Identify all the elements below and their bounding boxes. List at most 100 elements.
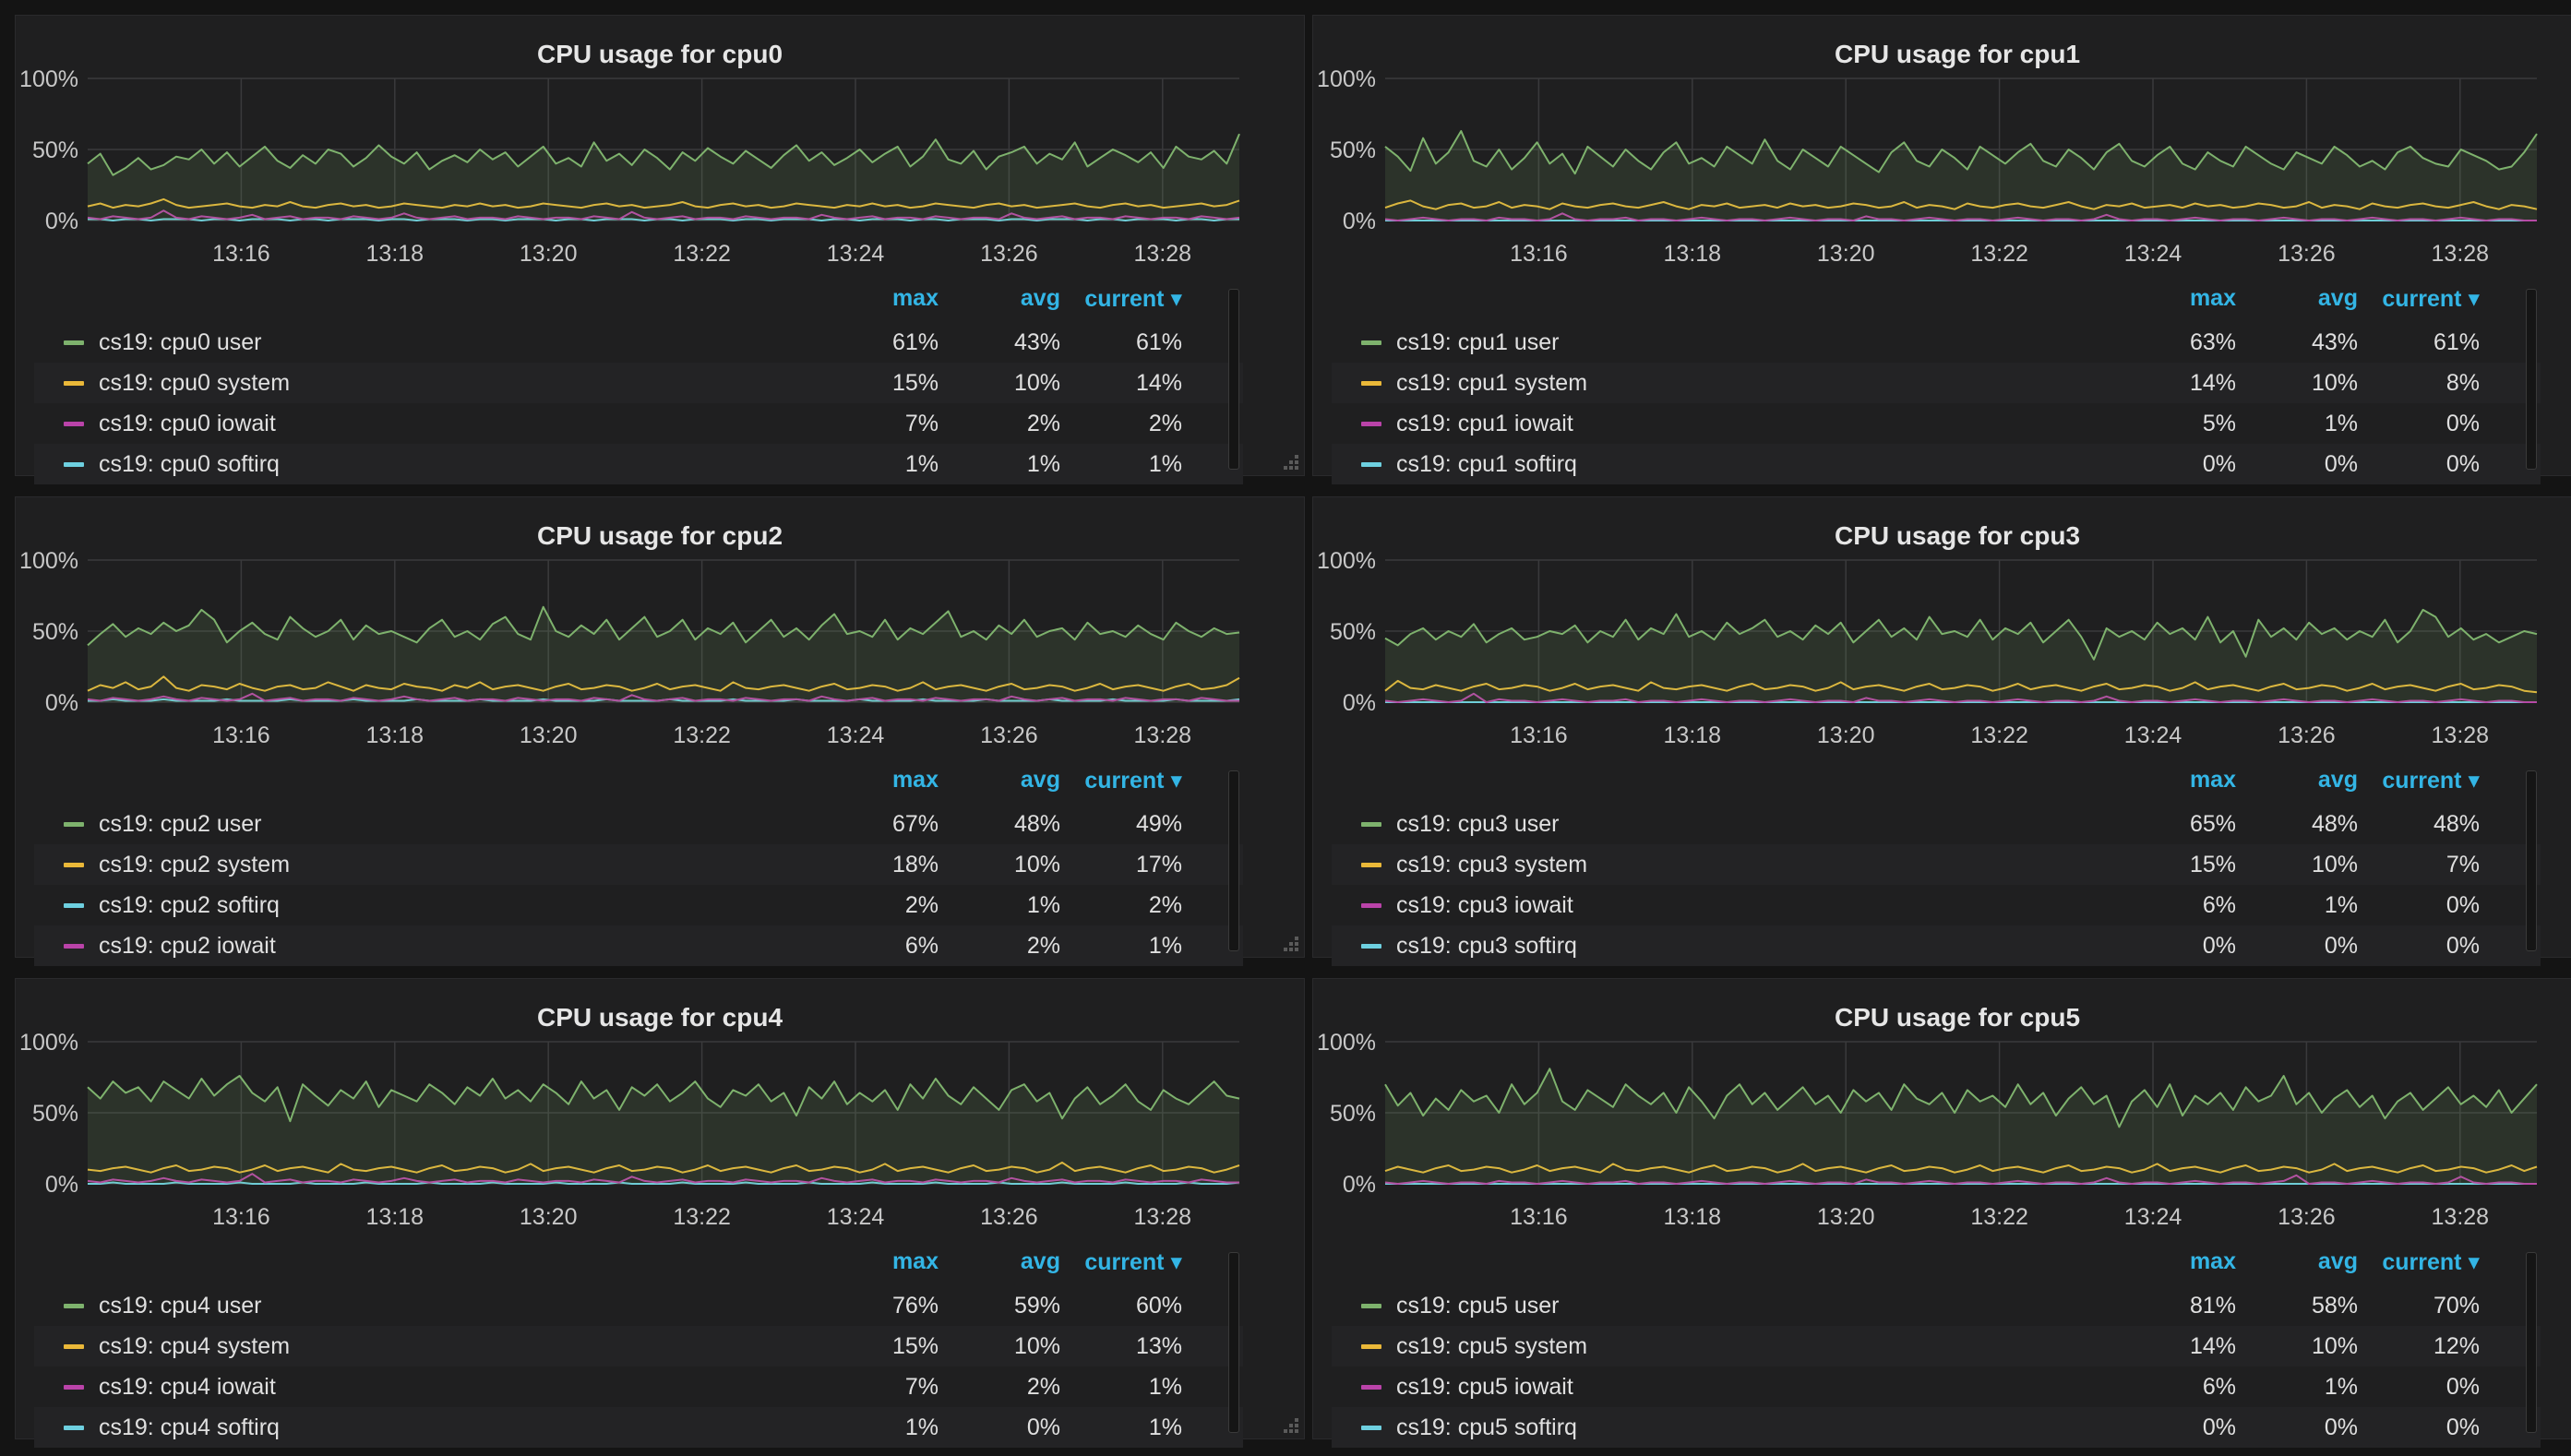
series-name[interactable]: cs19: cpu3 softirq bbox=[1396, 933, 1577, 959]
legend-scrollbar[interactable] bbox=[2526, 1252, 2537, 1433]
series-line-user[interactable] bbox=[1384, 130, 2538, 175]
cpu-usage-chart[interactable]: 100% 50% 0% 13:16 13:18 13:20 13:22 13:24 13:26 1… bbox=[16, 979, 1306, 1248]
series-line-user[interactable] bbox=[87, 1075, 1240, 1123]
series-line-system[interactable] bbox=[1384, 679, 2538, 694]
legend-row[interactable]: cs19: cpu0 system 15% 10% 14% bbox=[34, 363, 1243, 403]
legend-header-max[interactable]: max bbox=[2189, 767, 2236, 793]
legend-scrollbar[interactable] bbox=[1228, 289, 1239, 470]
legend-header-avg[interactable]: avg bbox=[2317, 767, 2358, 793]
series-line-iowait[interactable] bbox=[87, 209, 1240, 221]
series-name[interactable]: cs19: cpu1 softirq bbox=[1396, 451, 1577, 477]
series-name[interactable]: cs19: cpu0 softirq bbox=[99, 451, 280, 477]
series-name[interactable]: cs19: cpu0 system bbox=[99, 370, 291, 396]
cpu-usage-chart[interactable]: 100% 50% 0% 13:16 13:18 13:20 13:22 13:24 13:26 1… bbox=[1313, 497, 2571, 767]
series-name[interactable]: cs19: cpu4 user bbox=[99, 1293, 262, 1319]
cpu-usage-chart[interactable]: 100% 50% 0% 13:16 13:18 13:20 13:22 13:24 13:26 1… bbox=[1313, 979, 2571, 1248]
series-name[interactable]: cs19: cpu3 user bbox=[1396, 811, 1560, 837]
series-line-softirq[interactable] bbox=[88, 1181, 1240, 1185]
legend-header-max[interactable]: max bbox=[891, 767, 939, 793]
series-name[interactable]: cs19: cpu4 iowait bbox=[99, 1374, 276, 1400]
legend-scrollbar[interactable] bbox=[1228, 770, 1239, 951]
series-line-system[interactable] bbox=[1384, 199, 2538, 210]
series-line-user[interactable] bbox=[1384, 608, 2538, 661]
legend-row[interactable]: cs19: cpu0 iowait 7% 2% 2% bbox=[34, 403, 1243, 444]
series-name[interactable]: cs19: cpu4 system bbox=[99, 1333, 291, 1359]
legend-header-avg[interactable]: avg bbox=[2317, 1248, 2358, 1274]
resize-handle-icon[interactable] bbox=[1282, 1416, 1302, 1437]
legend-header-avg[interactable]: avg bbox=[2317, 285, 2358, 311]
legend-row[interactable]: cs19: cpu1 user 63% 43% 61% bbox=[1332, 322, 2541, 363]
series-name[interactable]: cs19: cpu5 system bbox=[1396, 1333, 1588, 1359]
legend-header-current[interactable]: current ▾ bbox=[1084, 286, 1182, 312]
series-name[interactable]: cs19: cpu1 user bbox=[1396, 329, 1560, 355]
legend-row[interactable]: cs19: cpu2 softirq 2% 1% 2% bbox=[34, 885, 1243, 925]
panel-title[interactable]: CPU usage for cpu5 bbox=[1834, 1003, 2081, 1032]
legend-row[interactable]: cs19: cpu3 softirq 0% 0% 0% bbox=[1332, 925, 2541, 966]
series-name[interactable]: cs19: cpu2 system bbox=[99, 852, 291, 877]
cpu-usage-chart[interactable]: 100% 50% 0% 13:16 13:18 13:20 13:22 13:24 13:26 1… bbox=[16, 16, 1306, 285]
series-name[interactable]: cs19: cpu2 softirq bbox=[99, 892, 280, 918]
legend-header-max[interactable]: max bbox=[2189, 1248, 2236, 1274]
legend-row[interactable]: cs19: cpu1 softirq 0% 0% 0% bbox=[1332, 444, 2541, 484]
legend-scrollbar[interactable] bbox=[1228, 1252, 1239, 1433]
legend-row[interactable]: cs19: cpu4 system 15% 10% 13% bbox=[34, 1326, 1243, 1366]
panel-title[interactable]: CPU usage for cpu1 bbox=[1834, 40, 2081, 68]
series-line-user[interactable] bbox=[1384, 1068, 2538, 1128]
series-name[interactable]: cs19: cpu5 user bbox=[1396, 1293, 1560, 1319]
legend-header-max[interactable]: max bbox=[891, 1248, 939, 1274]
legend-row[interactable]: cs19: cpu2 user 67% 48% 49% bbox=[34, 804, 1243, 844]
series-line-iowait[interactable] bbox=[1384, 212, 2537, 221]
series-line-system[interactable] bbox=[87, 197, 1240, 209]
series-name[interactable]: cs19: cpu3 iowait bbox=[1396, 892, 1573, 918]
legend-row[interactable]: cs19: cpu2 system 18% 10% 17% bbox=[34, 844, 1243, 885]
panel-title[interactable]: CPU usage for cpu2 bbox=[536, 521, 783, 550]
series-name[interactable]: cs19: cpu2 iowait bbox=[99, 933, 276, 959]
legend-row[interactable]: cs19: cpu3 user 65% 48% 48% bbox=[1332, 804, 2541, 844]
legend-header-max[interactable]: max bbox=[2189, 285, 2236, 311]
legend-scrollbar[interactable] bbox=[2526, 289, 2537, 470]
series-name[interactable]: cs19: cpu5 softirq bbox=[1396, 1414, 1577, 1440]
legend-header-avg[interactable]: avg bbox=[1020, 285, 1060, 311]
legend-row[interactable]: cs19: cpu1 iowait 5% 1% 0% bbox=[1332, 403, 2541, 444]
series-line-system[interactable] bbox=[87, 1161, 1240, 1174]
series-name[interactable]: cs19: cpu3 system bbox=[1396, 852, 1588, 877]
legend-header-max[interactable]: max bbox=[891, 285, 939, 311]
series-line-user[interactable] bbox=[87, 133, 1240, 176]
legend-header-current[interactable]: current ▾ bbox=[2382, 768, 2480, 794]
series-line-iowait[interactable] bbox=[1384, 692, 2537, 703]
legend-header-avg[interactable]: avg bbox=[1020, 767, 1060, 793]
series-line-system[interactable] bbox=[1384, 1163, 2538, 1174]
legend-row[interactable]: cs19: cpu0 softirq 1% 1% 1% bbox=[34, 444, 1243, 484]
series-line-iowait[interactable] bbox=[87, 692, 1239, 702]
series-name[interactable]: cs19: cpu0 user bbox=[99, 329, 262, 355]
legend-row[interactable]: cs19: cpu0 user 61% 43% 61% bbox=[34, 322, 1243, 363]
legend-scrollbar[interactable] bbox=[2526, 770, 2537, 951]
legend-header-current[interactable]: current ▾ bbox=[2382, 286, 2480, 312]
legend-row[interactable]: cs19: cpu3 iowait 6% 1% 0% bbox=[1332, 885, 2541, 925]
legend-header-current[interactable]: current ▾ bbox=[1084, 768, 1182, 794]
cpu-usage-chart[interactable]: 100% 50% 0% 13:16 13:18 13:20 13:22 13:24 13:26 1… bbox=[16, 497, 1306, 767]
series-line-user[interactable] bbox=[87, 605, 1240, 647]
legend-row[interactable]: cs19: cpu4 user 76% 59% 60% bbox=[34, 1285, 1243, 1326]
legend-row[interactable]: cs19: cpu5 iowait 6% 1% 0% bbox=[1332, 1366, 2541, 1407]
legend-header-avg[interactable]: avg bbox=[1020, 1248, 1060, 1274]
series-name[interactable]: cs19: cpu2 user bbox=[99, 811, 262, 837]
series-line-iowait[interactable] bbox=[1384, 1174, 2537, 1185]
legend-row[interactable]: cs19: cpu5 user 81% 58% 70% bbox=[1332, 1285, 2541, 1326]
panel-title[interactable]: CPU usage for cpu4 bbox=[536, 1003, 783, 1032]
legend-row[interactable]: cs19: cpu1 system 14% 10% 8% bbox=[1332, 363, 2541, 403]
resize-handle-icon[interactable] bbox=[1282, 935, 1302, 955]
legend-header-current[interactable]: current ▾ bbox=[1084, 1249, 1182, 1275]
panel-title[interactable]: CPU usage for cpu3 bbox=[1834, 521, 2081, 550]
legend-row[interactable]: cs19: cpu5 softirq 0% 0% 0% bbox=[1332, 1407, 2541, 1448]
series-name[interactable]: cs19: cpu1 iowait bbox=[1396, 411, 1573, 436]
cpu-usage-chart[interactable]: 100% 50% 0% 13:16 13:18 13:20 13:22 13:24 13:26 1… bbox=[1313, 16, 2571, 285]
series-name[interactable]: cs19: cpu1 system bbox=[1396, 370, 1588, 396]
series-name[interactable]: cs19: cpu4 softirq bbox=[99, 1414, 280, 1440]
legend-row[interactable]: cs19: cpu4 softirq 1% 0% 1% bbox=[34, 1407, 1243, 1448]
resize-handle-icon[interactable] bbox=[1282, 453, 1302, 473]
series-line-iowait[interactable] bbox=[87, 1173, 1239, 1184]
series-line-system[interactable] bbox=[87, 675, 1240, 692]
series-name[interactable]: cs19: cpu0 iowait bbox=[99, 411, 276, 436]
legend-row[interactable]: cs19: cpu2 iowait 6% 2% 1% bbox=[34, 925, 1243, 966]
